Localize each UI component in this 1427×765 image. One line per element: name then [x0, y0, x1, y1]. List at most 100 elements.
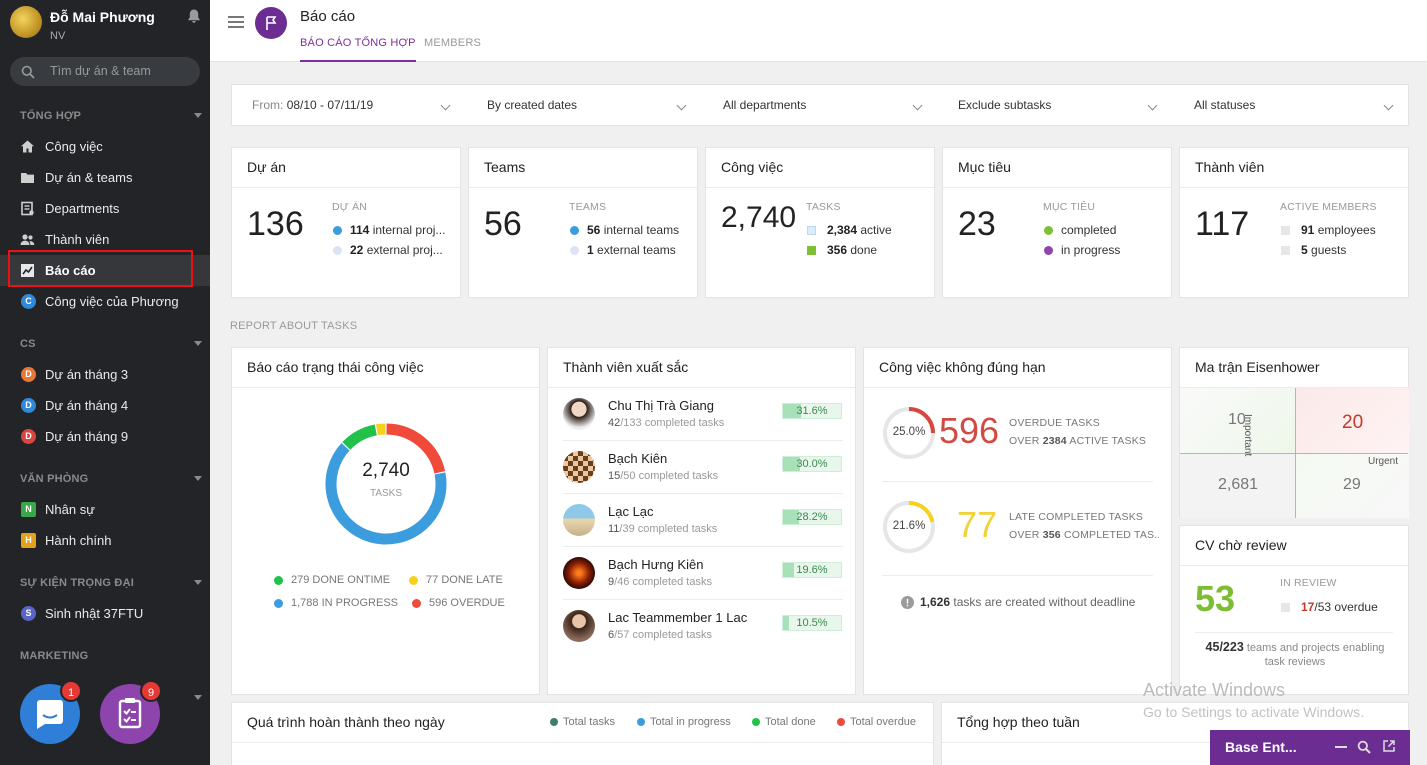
legend-total-in-progress[interactable]: Total in progress: [650, 716, 731, 728]
legend-total-tasks[interactable]: Total tasks: [563, 716, 615, 728]
quadrant-important-not-urgent[interactable]: [1180, 388, 1295, 453]
section-header-su-kien[interactable]: SỰ KIỆN TRỌNG ĐẠI: [20, 577, 202, 589]
menu-icon[interactable]: [228, 16, 244, 30]
section-header-cs[interactable]: CS: [20, 338, 202, 350]
late-sub: OVER 356 COMPLETED TAS...: [1009, 529, 1159, 541]
chevron-down-icon: [676, 100, 687, 111]
chevron-down-icon: [194, 695, 202, 700]
quadrant-not-important-not-urgent[interactable]: [1180, 453, 1295, 518]
sidebar-item-label: Nhân sự: [45, 502, 95, 517]
date-range-filter[interactable]: From: 08/10 - 07/11/19: [252, 98, 452, 112]
review-overdue: 17/53 overdue: [1301, 600, 1378, 614]
task-status-card: Báo cáo trạng thái công việc 2,740 TASKS…: [231, 347, 540, 695]
sidebar-item-departments[interactable]: Departments: [0, 193, 210, 224]
stat-card-teams[interactable]: Teams 56 TEAMS 56 internal teams 1 exter…: [468, 147, 698, 298]
sidebar-item-du-an-teams[interactable]: Dự án & teams: [0, 162, 210, 193]
filter-bar: From: 08/10 - 07/11/19 By created dates …: [231, 84, 1409, 126]
progress-fill: [783, 563, 795, 577]
donut-center-label: TASKS: [369, 488, 403, 499]
no-deadline-note: 1,626 tasks are created without deadline: [920, 595, 1136, 609]
search-icon: [21, 65, 35, 79]
bell-icon[interactable]: [186, 8, 202, 24]
legend-total-done[interactable]: Total done: [765, 716, 816, 728]
stat-card-members[interactable]: Thành viên 117 ACTIVE MEMBERS 91 employe…: [1179, 147, 1409, 298]
sidebar-item-thanh-vien[interactable]: Thành viên: [0, 224, 210, 255]
sidebar-item-label: Thành viên: [45, 232, 110, 247]
badge-d: D: [21, 367, 36, 382]
member-row[interactable]: Bạch Kiên 15/50 completed tasks 30.0%: [563, 441, 843, 494]
stat-card-tasks[interactable]: Công việc 2,740 TASKS 2,384 active 356 d…: [705, 147, 935, 298]
member-row[interactable]: Lạc Lạc 11/39 completed tasks 28.2%: [563, 494, 843, 547]
tasks-fab[interactable]: 9: [100, 680, 162, 744]
chevron-down-icon: [194, 580, 202, 585]
donut-chart[interactable]: [324, 422, 448, 546]
donut-slice-in-progress[interactable]: [325, 443, 447, 545]
legend-box: [807, 226, 816, 235]
member-row[interactable]: Chu Thị Trà Giang 42/133 completed tasks…: [563, 388, 843, 441]
sidebar-item-du-an-thang-3[interactable]: D Dự án tháng 3: [0, 359, 210, 390]
avatar[interactable]: [10, 6, 42, 38]
donut-slice-overdue[interactable]: [386, 423, 446, 474]
donut-slice-done-late[interactable]: [375, 423, 386, 436]
tab-members[interactable]: MEMBERS: [424, 37, 482, 49]
search-box[interactable]: Tìm dự án & team: [10, 57, 200, 86]
sidebar-item-nhan-su[interactable]: N Nhân sự: [0, 494, 210, 525]
section-header-tong-hop[interactable]: TỔNG HỢP: [20, 110, 202, 122]
departments-filter[interactable]: All departments: [723, 98, 923, 112]
minimize-icon[interactable]: [1335, 746, 1347, 749]
statuses-filter[interactable]: All statuses: [1194, 98, 1394, 112]
user-profile[interactable]: Đỗ Mai Phương NV: [10, 6, 205, 46]
sidebar-item-bao-cao[interactable]: Báo cáo: [0, 255, 210, 286]
chat-fab[interactable]: 1: [20, 680, 82, 744]
quadrant-important-urgent[interactable]: [1295, 388, 1409, 453]
legend-done-ontime: 279 DONE ONTIME: [291, 574, 391, 586]
stat-subtitle: TASKS: [806, 201, 841, 213]
sidebar-item-cong-viec-cua-phuong[interactable]: C Công việc của Phương: [0, 286, 210, 317]
chat-widget[interactable]: Base Ent...: [1210, 730, 1410, 765]
expand-icon[interactable]: [1382, 739, 1396, 753]
card-title: Quá trình hoàn thành theo ngày: [247, 714, 445, 730]
sidebar-item-cong-viec[interactable]: Công việc: [0, 131, 210, 162]
card-title: Báo cáo trạng thái công việc: [247, 359, 424, 375]
sidebar-item-label: Công việc của Phương: [45, 294, 179, 309]
progress-fill: [783, 510, 800, 524]
search-icon[interactable]: [1357, 740, 1371, 754]
card-title: Dự án: [247, 159, 286, 175]
info-icon: [901, 596, 914, 609]
donut-slice-done-ontime[interactable]: [342, 424, 378, 450]
legend-total-overdue[interactable]: Total overdue: [850, 716, 917, 728]
subtasks-filter[interactable]: Exclude subtasks: [958, 98, 1158, 112]
sidebar-item-sinh-nhat[interactable]: S Sinh nhật 37FTU: [0, 598, 210, 629]
card-title: Ma trận Eisenhower: [1195, 359, 1320, 375]
stat-subtitle: DỰ ÁN: [332, 201, 368, 213]
chevron-down-icon: [194, 476, 202, 481]
sidebar-item-label: Dự án tháng 9: [45, 429, 129, 444]
card-title: Công việc không đúng hạn: [879, 359, 1046, 375]
progress-label: 10.5%: [796, 617, 828, 629]
legend-dot: [1044, 246, 1053, 255]
stat-card-goals[interactable]: Mục tiêu 23 MỤC TIÊU completed in progre…: [942, 147, 1172, 298]
stat-line: 5 guests: [1301, 243, 1347, 257]
legend-dot: [752, 718, 760, 726]
created-dates-filter[interactable]: By created dates: [487, 98, 687, 112]
sidebar-item-hanh-chinh[interactable]: H Hành chính: [0, 525, 210, 556]
section-header-van-phong[interactable]: VĂN PHÒNG: [20, 473, 202, 485]
progress-fill: [783, 457, 801, 471]
section-header-marketing[interactable]: MARKETING: [20, 650, 89, 662]
member-stat: 15/50 completed tasks: [608, 470, 719, 482]
legend-box: [1281, 246, 1290, 255]
member-row[interactable]: Bạch Hưng Kiên 9/46 completed tasks 19.6…: [563, 547, 843, 600]
sidebar-item-du-an-thang-9[interactable]: D Dự án tháng 9: [0, 421, 210, 452]
avatar: [563, 504, 595, 536]
chevron-down-icon: [194, 113, 202, 118]
tab-bao-cao-tong-hop[interactable]: BÁO CÁO TỔNG HỢP: [300, 37, 416, 62]
quadrant-not-important-urgent[interactable]: [1295, 453, 1409, 518]
eisenhower-tr: 20: [1342, 412, 1364, 433]
member-name: Bạch Hưng Kiên: [608, 557, 704, 572]
urgent-axis-label: Urgent: [1368, 456, 1399, 467]
avatar: [563, 451, 595, 483]
sidebar-item-du-an-thang-4[interactable]: D Dự án tháng 4: [0, 390, 210, 421]
stat-card-projects[interactable]: Dự án 136 DỰ ÁN 114 internal proj... 22 …: [231, 147, 461, 298]
member-row[interactable]: Lac Teammember 1 Lac 6/57 completed task…: [563, 600, 843, 653]
stat-value: 136: [247, 205, 304, 243]
